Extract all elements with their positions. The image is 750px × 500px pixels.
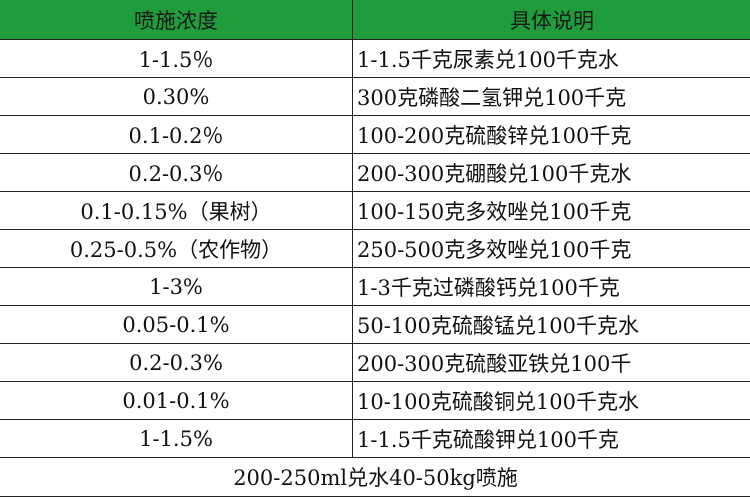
table-row: 0.25-0.5%（农作物） 250-500克多效唑兑100千克 [0, 229, 750, 268]
description-cell: 1-1.5千克尿素兑100千克水 [352, 39, 750, 78]
description-cell: 100-200克硫酸锌兑100千克 [352, 115, 750, 154]
description-cell: 50-100克硫酸锰兑100千克水 [352, 305, 750, 344]
description-cell: 1-1.5千克硫酸钾兑100千克 [352, 419, 750, 458]
concentration-cell: 0.2-0.3% [0, 343, 353, 382]
concentration-cell: 0.25-0.5%（农作物） [0, 229, 353, 268]
table-row: 1-1.5% 1-1.5千克硫酸钾兑100千克 [0, 419, 750, 458]
description-cell: 1-3千克过磷酸钙兑100千克 [352, 267, 750, 306]
header-row: 喷施浓度 具体说明 [0, 0, 750, 40]
concentration-cell: 0.1-0.2％ [0, 115, 353, 154]
description-cell: 200-300克硫酸亚铁兑100千 [352, 343, 750, 382]
table-row: 1-1.5％ 1-1.5千克尿素兑100千克水 [0, 39, 750, 78]
table-row: 0.01-0.1% 10-100克硫酸铜兑100千克水 [0, 381, 750, 420]
table-row: 0.05-0.1% 50-100克硫酸锰兑100千克水 [0, 305, 750, 344]
description-cell: 100-150克多效唑兑100千克 [352, 191, 750, 230]
table-row: 0.1-0.2％ 100-200克硫酸锌兑100千克 [0, 115, 750, 154]
footer-row: 200-250ml兑水40-50kg喷施 [0, 457, 750, 497]
concentration-cell: 0.2-0.3％ [0, 153, 353, 192]
concentration-cell: 0.30% [0, 77, 353, 116]
description-cell: 10-100克硫酸铜兑100千克水 [352, 381, 750, 420]
concentration-cell: 0.01-0.1% [0, 381, 353, 420]
table-row: 1-3% 1-3千克过磷酸钙兑100千克 [0, 267, 750, 306]
table-row: 0.30% 300克磷酸二氢钾兑100千克 [0, 77, 750, 116]
table-row: 0.1-0.15%（果树） 100-150克多效唑兑100千克 [0, 191, 750, 230]
footer-cell: 200-250ml兑水40-50kg喷施 [0, 457, 750, 497]
description-cell: 300克磷酸二氢钾兑100千克 [352, 77, 750, 116]
concentration-cell: 0.05-0.1% [0, 305, 353, 344]
description-cell: 250-500克多效唑兑100千克 [352, 229, 750, 268]
table-body: 1-1.5％ 1-1.5千克尿素兑100千克水 0.30% 300克磷酸二氢钾兑100… [0, 39, 750, 497]
header-cell: 喷施浓度 [0, 0, 353, 40]
description-cell: 200-300克硼酸兑100千克水 [352, 153, 750, 192]
concentration-cell: 1-1.5％ [0, 39, 353, 78]
concentration-cell: 1-1.5% [0, 419, 353, 458]
concentration-cell: 1-3% [0, 267, 353, 306]
table-row: 0.2-0.3% 200-300克硫酸亚铁兑100千 [0, 343, 750, 382]
concentration-cell: 0.1-0.15%（果树） [0, 191, 353, 230]
table-row: 0.2-0.3％ 200-300克硼酸兑100千克水 [0, 153, 750, 192]
header-cell: 具体说明 [352, 0, 750, 40]
